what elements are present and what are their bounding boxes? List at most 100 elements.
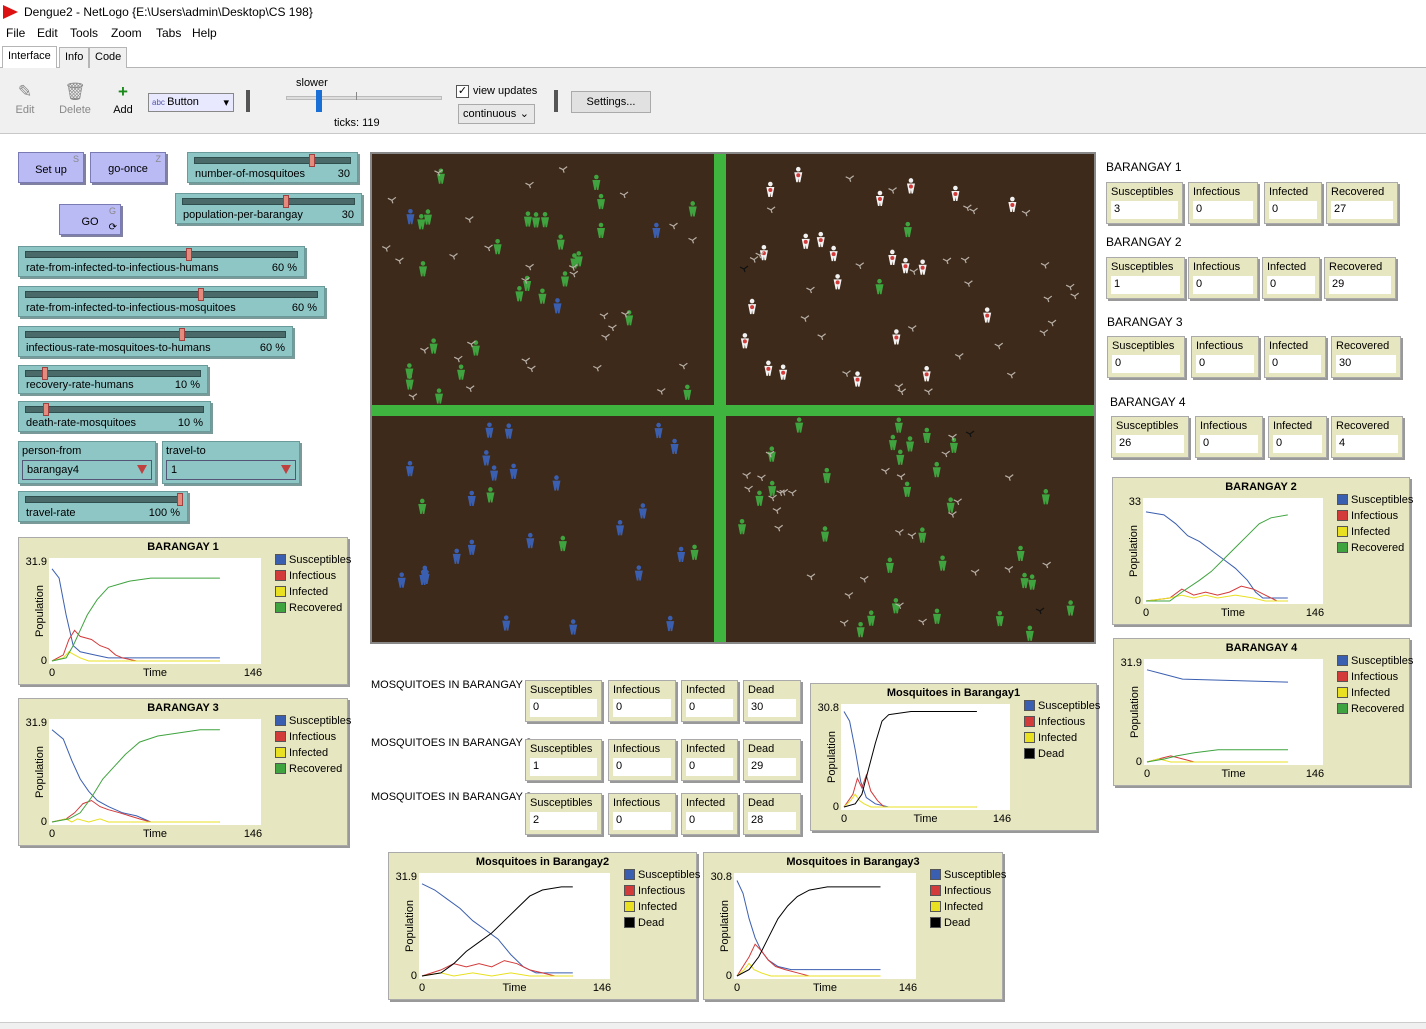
slider-track: [25, 251, 298, 258]
y-max-label: 31.9: [396, 871, 417, 883]
legend-swatch: [1024, 748, 1035, 759]
x-min-label: 0: [734, 982, 740, 994]
plot-legend: Susceptibles Infectious Infected Recovered: [275, 715, 351, 779]
go-once-key: Z: [156, 154, 162, 164]
settings-button[interactable]: Settings...: [571, 91, 651, 113]
legend-entry: Recovered: [1337, 703, 1413, 719]
slider-rate-infected-infectious-mosquitoes[interactable]: rate-from-infected-to-infectious-mosquit…: [18, 286, 325, 317]
legend-label: Susceptibles: [944, 869, 1006, 881]
legend-entry: Susceptibles: [1337, 655, 1413, 671]
chooser-label: travel-to: [166, 445, 206, 457]
slider-rate-infected-infectious-humans[interactable]: rate-from-infected-to-infectious-humans …: [18, 246, 305, 277]
monitor-label: Dead: [748, 797, 774, 809]
monitor-value: 0: [686, 758, 733, 776]
tab-code[interactable]: Code: [89, 47, 127, 68]
menu-help[interactable]: Help: [192, 26, 217, 40]
tab-info[interactable]: Info: [59, 47, 89, 68]
monitor-value: 3: [1111, 201, 1178, 219]
legend-swatch: [275, 731, 286, 742]
chooser-value-box[interactable]: barangay4: [22, 460, 152, 480]
chooser-travel-to[interactable]: travel-to 1: [162, 441, 300, 484]
legend-swatch: [930, 917, 941, 928]
x-axis-label: Time: [813, 982, 837, 994]
status-bar: [0, 1022, 1426, 1029]
button-widget-icon: abc: [152, 98, 167, 107]
monitor-label: Infected: [1269, 340, 1308, 352]
chooser-person-from[interactable]: person-from barangay4: [18, 441, 156, 484]
legend-entry: Susceptibles: [1337, 494, 1413, 510]
speed-slider-thumb[interactable]: [316, 90, 322, 112]
slider-death-rate-mosquitoes[interactable]: death-rate-mosquitoes 10 %: [18, 401, 211, 432]
slider-thumb[interactable]: [309, 154, 315, 167]
slider-label: number-of-mosquitoes: [195, 168, 305, 180]
legend-label: Infected: [1038, 732, 1077, 744]
slider-thumb[interactable]: [179, 328, 185, 341]
tab-bar: Interface Info Code: [0, 44, 1426, 68]
legend-label: Infected: [1351, 526, 1390, 538]
legend-entry: Infectious: [1337, 671, 1413, 687]
go-button[interactable]: GO G ⟳: [59, 204, 121, 235]
slider-infectious-rate-mosquitoes-to-humans[interactable]: infectious-rate-mosquitoes-to-humans 60 …: [18, 326, 293, 357]
monitor-label: Recovered: [1336, 340, 1389, 352]
plot-mosquitoes-barangay2: Mosquitoes in Barangay2 31.9 0 0 146 Time Popu…: [388, 852, 697, 1000]
slider-track: [25, 370, 201, 377]
chooser-value-box[interactable]: 1: [166, 460, 296, 480]
legend-entry: Infectious: [1024, 716, 1100, 732]
add-label: Add: [113, 104, 133, 116]
slider-population-per-barangay[interactable]: population-per-barangay 30: [175, 193, 362, 224]
x-axis-label: Time: [1221, 607, 1245, 619]
legend-swatch: [1337, 671, 1348, 682]
legend-label: Dead: [638, 917, 664, 929]
barangay-monitor: Infected 0: [1264, 182, 1322, 224]
widget-type-select[interactable]: abc Button ▾: [148, 93, 234, 112]
y-max-label: 31.9: [1121, 657, 1142, 669]
plot-legend: Susceptibles Infectious Infected Dead: [930, 869, 1006, 933]
update-mode-select[interactable]: continuous ⌄: [458, 104, 535, 124]
checkmark-icon: ✓: [456, 85, 469, 98]
barangay-monitor: Infectious 0: [1191, 336, 1259, 378]
slider-track: [25, 331, 286, 338]
menu-zoom[interactable]: Zoom: [111, 26, 142, 40]
menu-tools[interactable]: Tools: [70, 26, 98, 40]
legend-swatch: [1337, 494, 1348, 505]
x-axis-label: Time: [1221, 768, 1245, 780]
delete-button[interactable]: 🗑 Delete: [55, 82, 95, 116]
legend-label: Infected: [638, 901, 677, 913]
monitor-label: Susceptibles: [530, 797, 592, 809]
slider-thumb[interactable]: [198, 288, 204, 301]
slider-thumb[interactable]: [283, 195, 289, 208]
legend-swatch: [930, 869, 941, 880]
legend-swatch: [275, 554, 286, 565]
menu-tabs[interactable]: Tabs: [156, 26, 181, 40]
slider-number-of-mosquitoes[interactable]: number-of-mosquitoes 30: [187, 152, 358, 183]
slider-label: population-per-barangay: [183, 209, 303, 221]
tab-interface[interactable]: Interface: [2, 46, 57, 69]
slider-thumb[interactable]: [43, 403, 49, 416]
speed-slider[interactable]: [286, 96, 442, 100]
menu-file[interactable]: File: [6, 26, 25, 40]
x-min-label: 0: [841, 813, 847, 825]
slider-thumb[interactable]: [177, 493, 183, 506]
world-view[interactable]: [370, 152, 1096, 644]
go-key: G: [109, 206, 116, 216]
mosquito-monitor: Infected 0: [681, 739, 738, 781]
x-min-label: 0: [419, 982, 425, 994]
chooser-value: barangay4: [27, 464, 79, 476]
go-once-button[interactable]: go-once Z: [90, 152, 166, 183]
monitor-label: Infected: [686, 743, 725, 755]
menu-edit[interactable]: Edit: [37, 26, 58, 40]
barangay-3-title: BARANGAY 3: [1107, 315, 1183, 329]
legend-entry: Susceptibles: [624, 869, 700, 885]
slider-recovery-rate-humans[interactable]: recovery-rate-humans 10 %: [18, 365, 208, 394]
legend-entry: Recovered: [275, 602, 351, 618]
slider-thumb[interactable]: [186, 248, 192, 261]
legend-swatch: [275, 602, 286, 613]
road-vertical: [714, 154, 726, 642]
edit-button[interactable]: ✎ Edit: [5, 82, 45, 116]
slider-travel-rate[interactable]: travel-rate 100 %: [18, 491, 188, 522]
legend-label: Infectious: [944, 885, 991, 897]
legend-label: Dead: [944, 917, 970, 929]
plot-barangay-1: BARANGAY 1 31.9 0 0 146 Time Population Suscept…: [18, 537, 348, 685]
add-button[interactable]: + Add: [103, 82, 143, 116]
setup-button[interactable]: Set up S: [18, 152, 84, 183]
